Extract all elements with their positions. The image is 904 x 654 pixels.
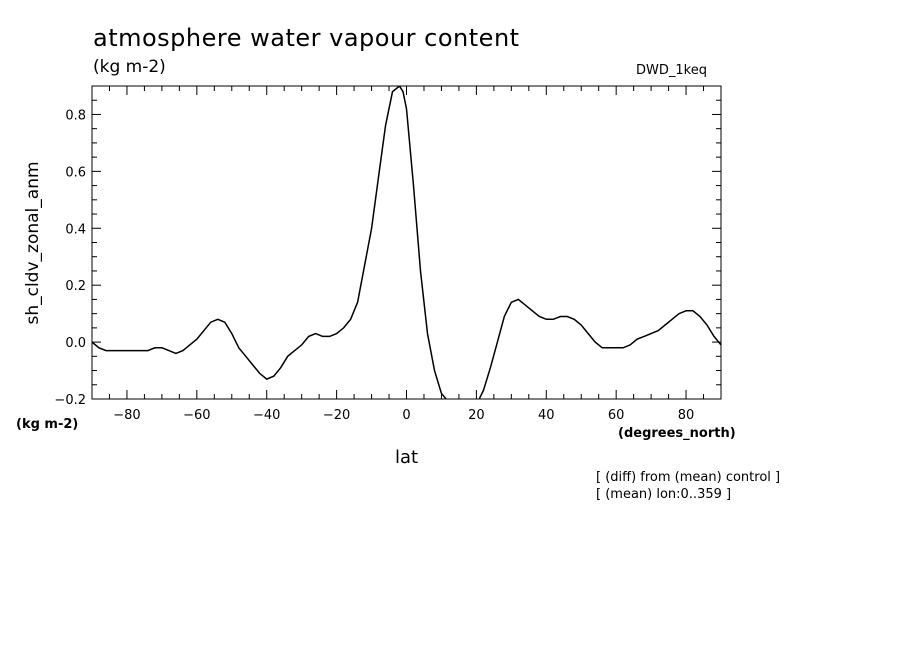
x-tick-label: 40 [538, 408, 555, 423]
plot-frame [91, 85, 722, 400]
y-axis-label: sh_cldv_zonal_anm [23, 161, 43, 324]
x-tick-labels: −80 −60 −40 −20 0 20 40 60 80 [113, 408, 694, 423]
note-diff: [ (diff) from (mean) control ] [596, 470, 781, 485]
note-mean: [ (mean) lon:0..359 ] [596, 487, 732, 502]
x-tick-label: −40 [253, 408, 280, 423]
y-tick-label: 0.4 [65, 222, 86, 237]
series-line [92, 86, 721, 399]
x-tick-label: 60 [608, 408, 625, 423]
y-tick-label: 0.2 [65, 279, 86, 294]
y-tick-label: −0.2 [54, 393, 86, 408]
x-axis-label: lat [395, 447, 419, 468]
chart-units: (kg m-2) [93, 57, 166, 77]
y-axis-units: (kg m-2) [16, 417, 79, 432]
model-label: DWD_1keq [636, 63, 707, 78]
x-tick-label: 0 [402, 408, 410, 423]
y-tick-labels: −0.2 0.0 0.2 0.4 0.6 0.8 [54, 108, 86, 408]
y-tick-label: 0.6 [65, 165, 86, 180]
x-tick-label: −80 [113, 408, 140, 423]
y-tick-label: 0.8 [65, 108, 86, 123]
x-tick-label: 80 [678, 408, 695, 423]
y-tick-label: 0.0 [65, 336, 86, 351]
x-tick-label: −20 [323, 408, 350, 423]
x-tick-label: 20 [468, 408, 485, 423]
chart-title: atmosphere water vapour content [93, 24, 520, 52]
x-axis-units: (degrees_north) [618, 426, 736, 441]
x-tick-label: −60 [183, 408, 210, 423]
axis-ticks [91, 85, 722, 400]
y-axis-label-group: sh_cldv_zonal_anm [23, 161, 43, 324]
